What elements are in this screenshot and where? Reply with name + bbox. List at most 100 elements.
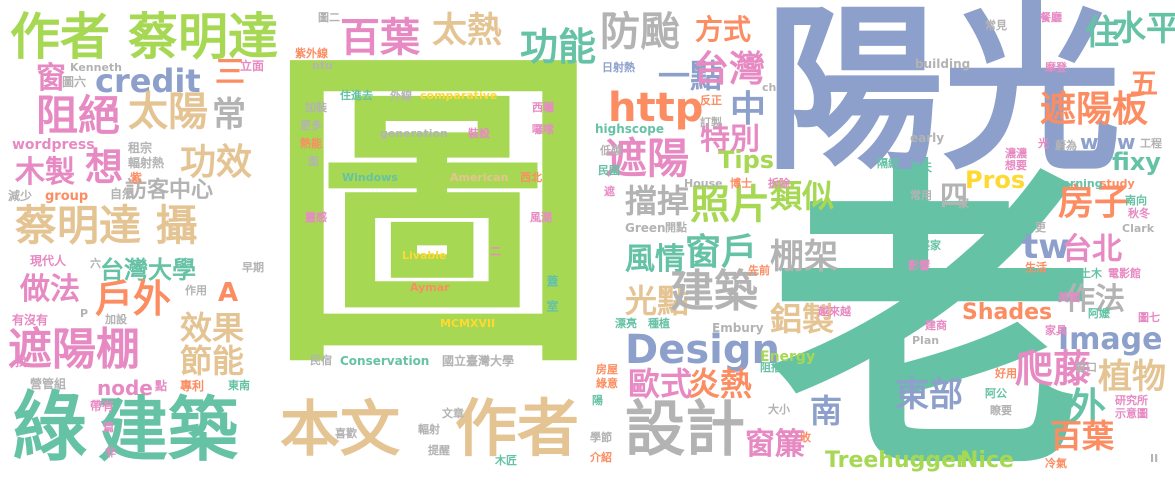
word-台灣-top: 台灣: [693, 49, 766, 90]
word-更多: 更多: [300, 119, 322, 132]
word-comparative: comparative: [420, 89, 498, 102]
word-特別: 特別: [700, 122, 760, 157]
word-現代人: 現代人: [30, 254, 67, 268]
word-Energy: Energy: [760, 349, 816, 365]
word-植物: 植物: [1098, 357, 1166, 397]
word-收: 收: [800, 431, 811, 444]
word-防颱: 防颱: [600, 9, 680, 55]
word-功能: 功能: [520, 25, 597, 69]
word-Kenneth: Kenneth: [70, 61, 123, 74]
word-想: 想: [85, 145, 124, 189]
word-面: 面: [308, 155, 319, 168]
word-營管組: 營管組: [30, 377, 67, 391]
word-阻絕: 阻絕: [36, 91, 121, 140]
word-Plan: Plan: [912, 334, 940, 347]
word-五: 五: [1130, 67, 1159, 100]
word-遮: 遮: [604, 185, 615, 198]
word-II: II: [1150, 452, 1159, 465]
word-阿嬤: 阿嬤: [1088, 307, 1110, 320]
word-工程: 工程: [1140, 137, 1162, 150]
word-歐式: 歐式: [628, 365, 693, 403]
word-提醒: 提醒: [428, 444, 450, 457]
word-窗戶: 窗戶: [685, 232, 758, 273]
word-Image: Image: [1058, 322, 1163, 357]
word-台灣大學: 台灣大學: [100, 256, 196, 284]
word-示意圖: 示意圖: [1115, 407, 1148, 420]
word-點: 點: [155, 379, 168, 393]
word-照片: 照片: [690, 182, 770, 228]
word-住: 住: [1085, 13, 1119, 53]
word-民宿: 民宿: [310, 354, 332, 367]
word-蔚為: 蔚為: [1055, 139, 1077, 152]
word-冷氣: 冷氣: [1045, 457, 1067, 470]
word-http: http: [608, 85, 704, 131]
word-生活: 生活: [1025, 261, 1047, 274]
word-A: A: [218, 278, 239, 308]
word-遮陽棚: 遮陽棚: [8, 324, 140, 375]
word-影響: 影響: [908, 259, 930, 272]
word-American: American: [450, 171, 509, 184]
word-陽: 陽: [592, 394, 603, 407]
word-常見: 常見: [985, 19, 1007, 32]
word-好用: 好用: [995, 367, 1017, 380]
word-Aymar: Aymar: [410, 281, 450, 294]
word-光: 光: [1038, 137, 1049, 150]
word-篇: 篇: [103, 421, 114, 434]
word-鋁製: 鋁製: [770, 300, 835, 338]
word-擋掉: 擋掉: [625, 182, 690, 220]
word-找: 找: [15, 355, 28, 369]
word-陽光: 陽光: [765, 0, 1121, 194]
word-常用: 常用: [910, 189, 932, 202]
word-加裝: 加裝: [305, 101, 327, 114]
word-棚架: 棚架: [770, 237, 838, 277]
word-作者-top: 作者: [10, 8, 110, 66]
word-四: 四: [940, 179, 969, 212]
word-裝設: 裝設: [468, 127, 490, 140]
word-加設: 加設: [105, 313, 127, 326]
word-阻擋: 阻擋: [760, 361, 782, 374]
word-Embury: Embury: [712, 321, 764, 335]
word-中: 中: [730, 89, 767, 130]
word-類似: 類似: [770, 177, 835, 215]
word-介紹: 介紹: [590, 451, 612, 464]
word-室: 室: [545, 300, 559, 312]
word-蔡明達攝: 蔡明達 攝: [15, 201, 198, 250]
word-highscope: highscope: [595, 122, 665, 136]
word-老: 老: [770, 133, 1095, 482]
word-Green: Green: [625, 221, 666, 235]
word-阿公: 阿公: [985, 387, 1007, 400]
word-訂製: 訂製: [700, 116, 722, 129]
word-generation: generation: [380, 127, 448, 140]
word-減少: 減少: [8, 189, 33, 203]
word-fixy: fixy: [1112, 148, 1161, 176]
word-一點: 一點: [658, 57, 723, 95]
word-東部: 東部: [895, 375, 963, 415]
word-專利: 專利: [180, 379, 205, 393]
word-蔡明達-top: 蔡明達: [128, 8, 278, 66]
word-圖六: 圖六: [62, 75, 87, 89]
word-帶有: 帶有: [90, 399, 115, 413]
word-ntu: ntu: [312, 59, 333, 72]
word-秋冬: 秋冬: [1128, 207, 1150, 220]
word-有沒有: 有沒有: [12, 313, 49, 327]
word-漂亮: 漂亮: [615, 317, 637, 330]
word-study: study: [1100, 177, 1135, 190]
word-窗: 窗: [36, 61, 66, 96]
word-本文: 本文: [280, 395, 400, 465]
word-夏天: 夏天: [910, 161, 932, 174]
word-building: building: [915, 57, 971, 71]
word-靈感: 靈感: [305, 211, 327, 224]
word-太陽: 太陽: [128, 89, 208, 135]
word-家具: 家具: [1045, 324, 1067, 337]
word-西北: 西北: [520, 171, 542, 184]
word-家: 家: [958, 197, 969, 210]
word-學節: 學節: [590, 431, 612, 444]
word-瞭要: 瞭要: [990, 404, 1012, 417]
word-綠意: 綠意: [596, 377, 618, 390]
word-方式: 方式: [695, 13, 752, 46]
word-房子: 房子: [1058, 182, 1131, 223]
word-水平: 水平: [1112, 9, 1175, 49]
word-Treehugger: Treehugger: [825, 448, 967, 473]
word-摩登: 摩登: [1045, 61, 1067, 74]
word-南: 南: [810, 392, 843, 430]
